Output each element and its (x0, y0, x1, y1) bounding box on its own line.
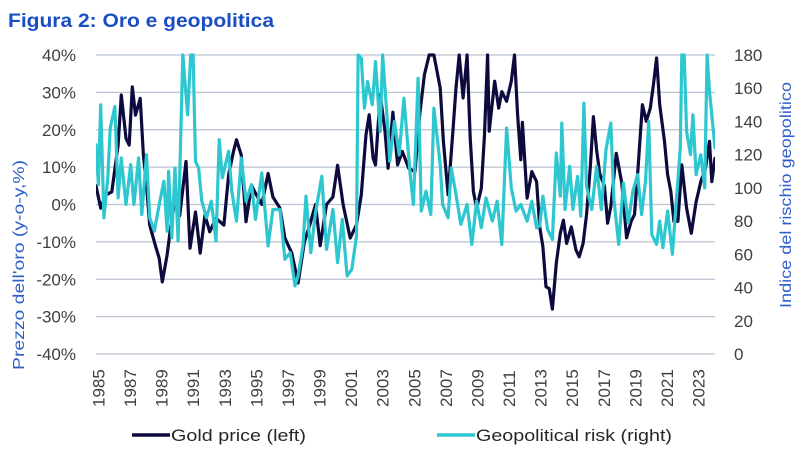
y-right-tick-label: 0 (734, 345, 743, 364)
x-tick-label: 2023 (690, 369, 709, 407)
x-tick-label: 2021 (658, 369, 677, 407)
y-right-tick-label: 60 (734, 245, 753, 264)
x-tick-label: 1993 (216, 369, 235, 407)
x-tick-label: 1989 (153, 369, 172, 407)
y-right-tick-label: 80 (734, 212, 753, 231)
chart-title: Figura 2: Oro e geopolitica (8, 11, 274, 32)
x-tick-label: 2009 (469, 369, 488, 407)
y-left-tick-label: -10% (36, 233, 76, 252)
x-tick-label: 1985 (90, 369, 109, 407)
plot-area (96, 53, 715, 311)
x-axis: 1985 1987 1989 1991 1993 1995 1997 1999 2001 2003… (90, 369, 709, 407)
x-tick-label: 2011 (500, 370, 519, 407)
y-left-tick-label: -40% (36, 345, 76, 364)
y-left-axis: 40% 30% 20% 10% 0% -10% -20% -30% -40% (36, 46, 76, 364)
x-tick-label: 2015 (563, 369, 582, 407)
y-right-axis-title: Indice del rischio geopolitico (778, 82, 795, 308)
x-tick-label: 2001 (342, 369, 361, 407)
y-right-axis: 180 160 140 120 100 80 60 40 20 0 (734, 46, 762, 364)
x-tick-label: 2017 (595, 369, 614, 407)
y-left-tick-label: 10% (42, 158, 76, 177)
y-right-tick-label: 140 (734, 112, 762, 131)
legend-gold-price-label: Gold price (left) (171, 426, 306, 445)
legend-geopolitical-risk-label: Geopolitical risk (right) (476, 426, 672, 445)
y-right-tick-label: 120 (734, 146, 762, 165)
y-left-tick-label: 30% (42, 83, 76, 102)
y-left-tick-label: 40% (42, 46, 76, 65)
x-tick-label: 2003 (374, 369, 393, 407)
x-tick-label: 1991 (184, 369, 203, 407)
x-tick-label: 1997 (279, 369, 298, 407)
y-left-tick-label: 0% (51, 196, 76, 215)
legend-item-geopolitical-risk: Geopolitical risk (right) (437, 426, 672, 445)
legend: Gold price (left) Geopolitical risk (rig… (132, 426, 672, 445)
x-tick-label: 1999 (311, 369, 330, 407)
x-tick-label: 1995 (247, 369, 266, 407)
x-tick-label: 2005 (405, 369, 424, 407)
y-left-tick-label: -30% (36, 308, 76, 327)
geopolitical-risk-line (96, 53, 715, 288)
x-tick-label: 2007 (437, 369, 456, 407)
y-right-tick-label: 160 (734, 79, 762, 98)
x-tick-label: 1987 (121, 369, 140, 407)
x-tick-label: 2013 (532, 369, 551, 407)
legend-item-gold-price: Gold price (left) (132, 426, 306, 445)
y-right-tick-label: 100 (734, 179, 762, 198)
y-left-tick-label: 20% (42, 121, 76, 140)
x-tick-label: 2019 (626, 369, 645, 407)
y-right-tick-label: 180 (734, 46, 762, 65)
y-left-tick-label: -20% (36, 270, 76, 289)
y-right-tick-label: 40 (734, 279, 753, 298)
y-right-tick-label: 20 (734, 312, 753, 331)
y-left-axis-title: Prezzo dell'oro (y-o-y,%) (11, 160, 28, 370)
